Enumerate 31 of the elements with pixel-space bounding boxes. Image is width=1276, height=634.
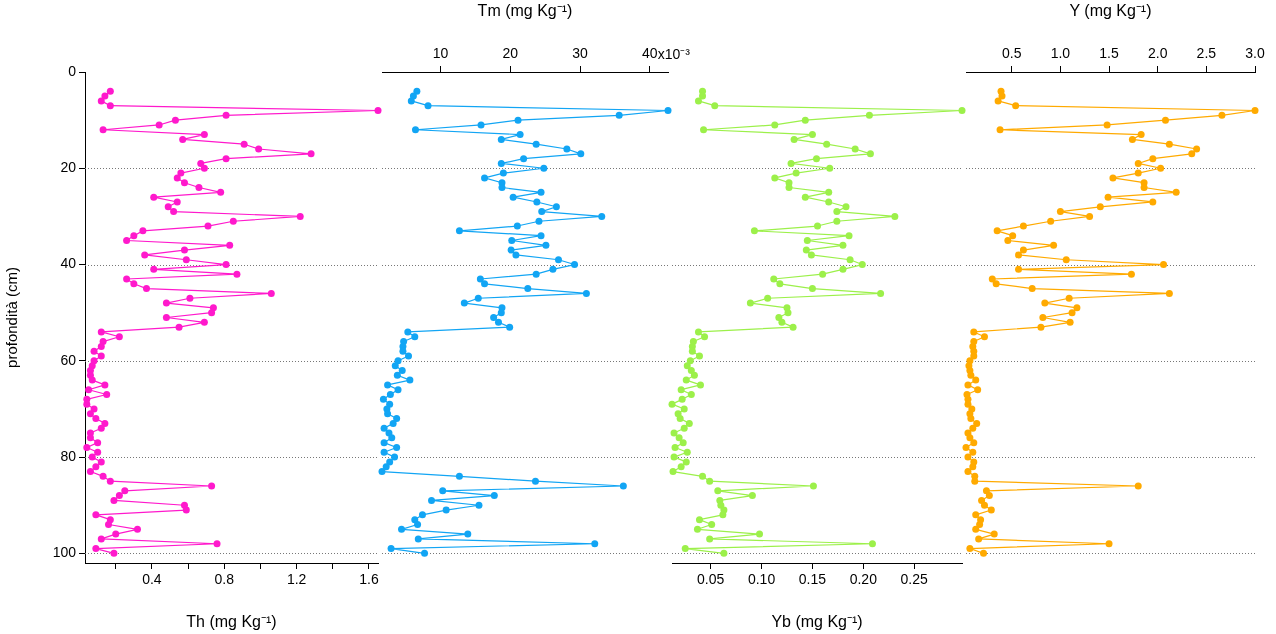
y-tick-label: 100 bbox=[52, 544, 77, 561]
text: x10⁻³ bbox=[657, 45, 691, 62]
x-tick-label: 3.0 bbox=[1245, 45, 1265, 62]
x-axis-title: Yb (mg Kg⁻¹) bbox=[771, 612, 863, 630]
x-axis-title: Y (mg Kg⁻¹) bbox=[1069, 2, 1152, 20]
y-tick-label: 40 bbox=[60, 255, 77, 272]
x-tick-label: 0.10 bbox=[747, 571, 776, 588]
x-tick-label: 1.5 bbox=[1099, 45, 1119, 62]
x-tick-label: 30 bbox=[572, 45, 589, 62]
y-tick-label: 80 bbox=[60, 447, 77, 464]
y-tick-label: 60 bbox=[60, 351, 77, 368]
x-tick-label: 1.2 bbox=[286, 571, 307, 588]
x-tick-label: 1.6 bbox=[359, 571, 379, 588]
x-tick-label: 2.5 bbox=[1196, 45, 1217, 62]
x-axis-title: Tm (mg Kg⁻¹) bbox=[477, 2, 573, 20]
x-tick-label: 0.4 bbox=[142, 571, 162, 588]
x-tick-label: 0.05 bbox=[697, 571, 725, 588]
x-tick-label: 0.25 bbox=[900, 571, 929, 588]
x-tick-label: 20 bbox=[502, 45, 519, 62]
x-tick-label: 0.15 bbox=[798, 571, 827, 588]
x-tick-label: 0.8 bbox=[214, 571, 235, 588]
x-tick-label: 40 bbox=[642, 45, 658, 62]
y-tick-label: 20 bbox=[60, 159, 77, 176]
y-axis-title: profondità (cm) bbox=[3, 267, 21, 368]
x-tick-label: 10 bbox=[432, 45, 449, 62]
x-axis-title: Th (mg Kg⁻¹) bbox=[186, 612, 277, 630]
x-tick-label: 1.0 bbox=[1050, 45, 1071, 62]
x-tick-label: 0.5 bbox=[1002, 45, 1022, 62]
x-tick-label: 0.20 bbox=[849, 571, 878, 588]
y-tick-label: 0 bbox=[68, 62, 77, 79]
x-tick-label: 2.0 bbox=[1147, 45, 1168, 62]
